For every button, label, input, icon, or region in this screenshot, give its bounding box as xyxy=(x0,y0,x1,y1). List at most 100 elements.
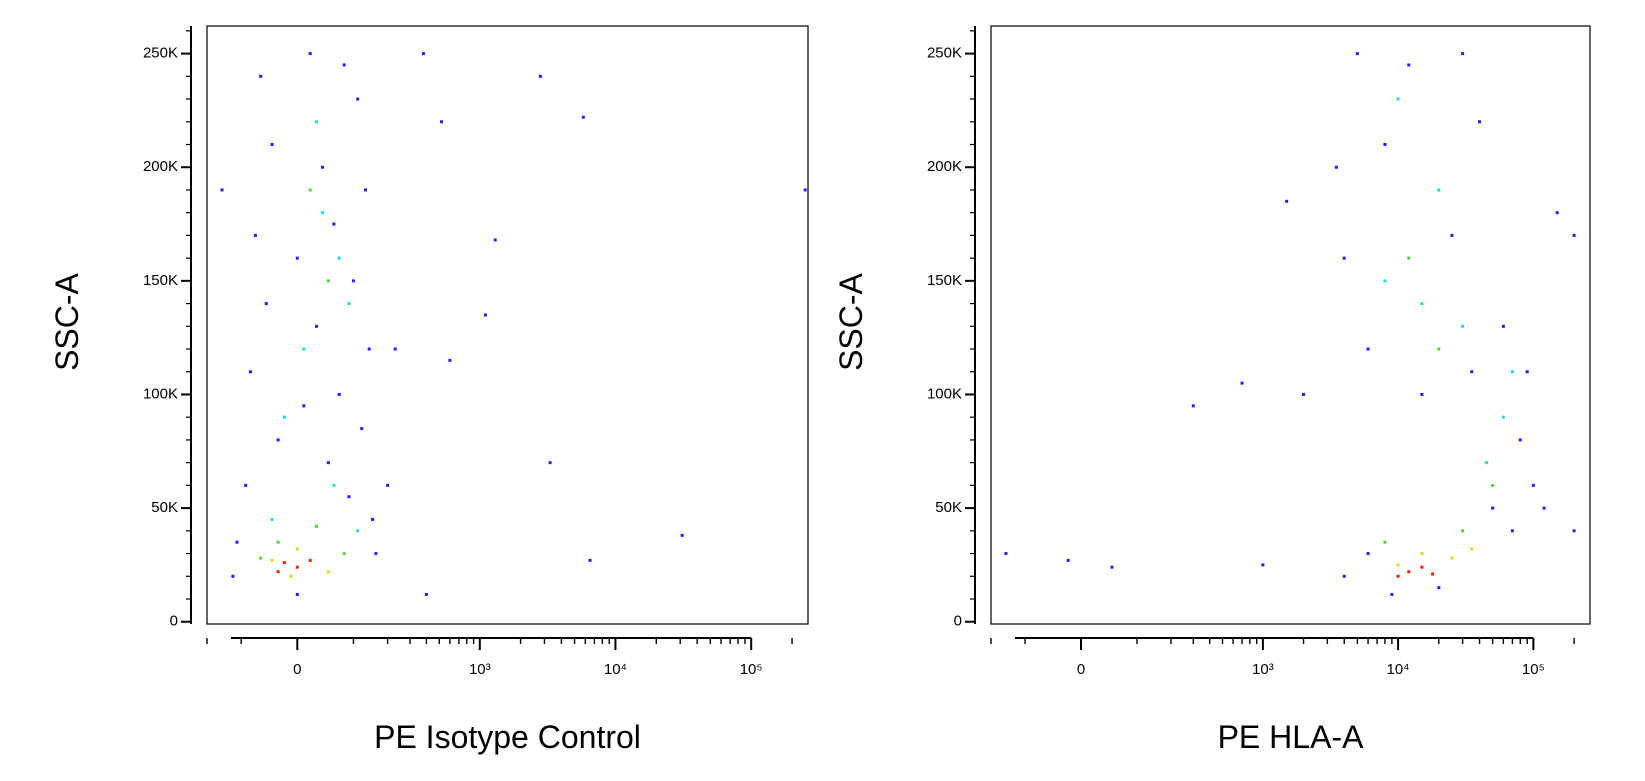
data-point xyxy=(295,565,299,569)
data-point xyxy=(1396,97,1400,101)
data-point xyxy=(302,347,306,351)
data-point xyxy=(321,165,325,169)
data-point xyxy=(1437,586,1441,590)
y-tick-label: 250K xyxy=(927,45,962,62)
scatter-panel: 0 50K 100K 150K 200K 250K 0 10³ 10⁴ 10⁵ PE Isotype… xyxy=(49,25,809,755)
data-point xyxy=(1531,483,1535,487)
data-point xyxy=(1285,199,1289,203)
data-point xyxy=(1501,324,1505,328)
data-point xyxy=(347,302,351,306)
data-point xyxy=(371,517,375,521)
data-point xyxy=(1420,565,1424,569)
data-point xyxy=(347,495,351,499)
data-point xyxy=(1240,381,1244,385)
y-tick-label: 0 xyxy=(170,613,178,630)
y-tick-label: 50K xyxy=(151,499,178,516)
data-point xyxy=(1383,279,1387,283)
y-tick-label: 150K xyxy=(143,272,178,289)
y-tick-label: 100K xyxy=(143,385,178,402)
data-point xyxy=(448,358,452,362)
data-point xyxy=(1261,563,1265,567)
data-point xyxy=(282,415,286,419)
y-tick-label: 200K xyxy=(143,158,178,175)
data-point xyxy=(326,570,330,574)
y-tick-label: 0 xyxy=(954,613,962,630)
data-point xyxy=(1366,552,1370,556)
data-point xyxy=(1302,392,1306,396)
data-point xyxy=(1437,347,1441,351)
y-axis-title: SSC-A xyxy=(49,272,85,370)
x-tick-label: 0 xyxy=(293,661,301,678)
data-point xyxy=(276,438,280,442)
data-point xyxy=(493,238,497,242)
data-point xyxy=(295,547,299,551)
y-tick-label: 150K xyxy=(927,272,962,289)
data-point xyxy=(1004,552,1008,556)
data-point xyxy=(1390,592,1394,596)
data-point xyxy=(270,517,274,521)
data-point xyxy=(326,279,330,283)
data-point xyxy=(295,256,299,260)
data-point xyxy=(337,256,341,260)
data-point xyxy=(440,120,444,124)
data-point xyxy=(264,302,268,306)
data-point xyxy=(314,120,318,124)
data-point xyxy=(337,392,341,396)
x-tick-label: 0 xyxy=(1077,661,1085,678)
data-point xyxy=(308,188,312,192)
data-point xyxy=(393,347,397,351)
data-point xyxy=(332,483,336,487)
data-point xyxy=(259,556,263,560)
data-point xyxy=(1491,483,1495,487)
data-point xyxy=(1501,415,1505,419)
data-point xyxy=(421,52,425,56)
data-point xyxy=(1396,574,1400,578)
x-tick-label: 10³ xyxy=(469,661,491,678)
y-tick-label: 250K xyxy=(143,45,178,62)
data-point xyxy=(270,558,274,562)
data-point xyxy=(374,552,378,556)
data-point xyxy=(314,324,318,328)
data-point xyxy=(244,483,248,487)
scatter-panel: 0 50K 100K 150K 200K 250K 0 10³ 10⁴ 10⁵ PE HLA-A SS… xyxy=(833,25,1591,755)
data-point xyxy=(1366,347,1370,351)
data-point xyxy=(253,233,257,237)
data-point xyxy=(295,592,299,596)
data-point xyxy=(1470,547,1474,551)
y-tick-label: 100K xyxy=(927,385,962,402)
data-point xyxy=(308,558,312,562)
data-point xyxy=(231,574,235,578)
y-axis-title: SSC-A xyxy=(833,272,869,370)
data-point xyxy=(308,52,312,56)
data-point xyxy=(1407,63,1411,67)
data-point xyxy=(1066,558,1070,562)
data-point xyxy=(289,574,293,578)
x-tick-label: 10⁵ xyxy=(1522,661,1545,678)
data-point xyxy=(1461,529,1465,533)
data-point xyxy=(1572,233,1576,237)
data-point xyxy=(1407,256,1411,260)
data-point xyxy=(1355,52,1359,56)
data-point xyxy=(588,558,592,562)
data-point xyxy=(259,74,263,78)
data-point xyxy=(332,222,336,226)
data-point xyxy=(342,63,346,67)
data-point xyxy=(548,461,552,465)
data-point xyxy=(1450,233,1454,237)
data-point xyxy=(1342,256,1346,260)
data-point xyxy=(360,427,364,431)
data-point xyxy=(1470,370,1474,374)
data-point xyxy=(321,211,325,215)
data-point xyxy=(1491,506,1495,510)
data-point xyxy=(803,188,807,192)
data-point xyxy=(538,74,542,78)
data-point xyxy=(1407,570,1411,574)
y-tick-label: 50K xyxy=(935,499,962,516)
plot-frame xyxy=(990,25,1591,625)
data-point xyxy=(1478,120,1482,124)
data-point xyxy=(220,188,224,192)
data-point xyxy=(386,483,390,487)
data-point xyxy=(1572,529,1576,533)
data-point xyxy=(1420,392,1424,396)
